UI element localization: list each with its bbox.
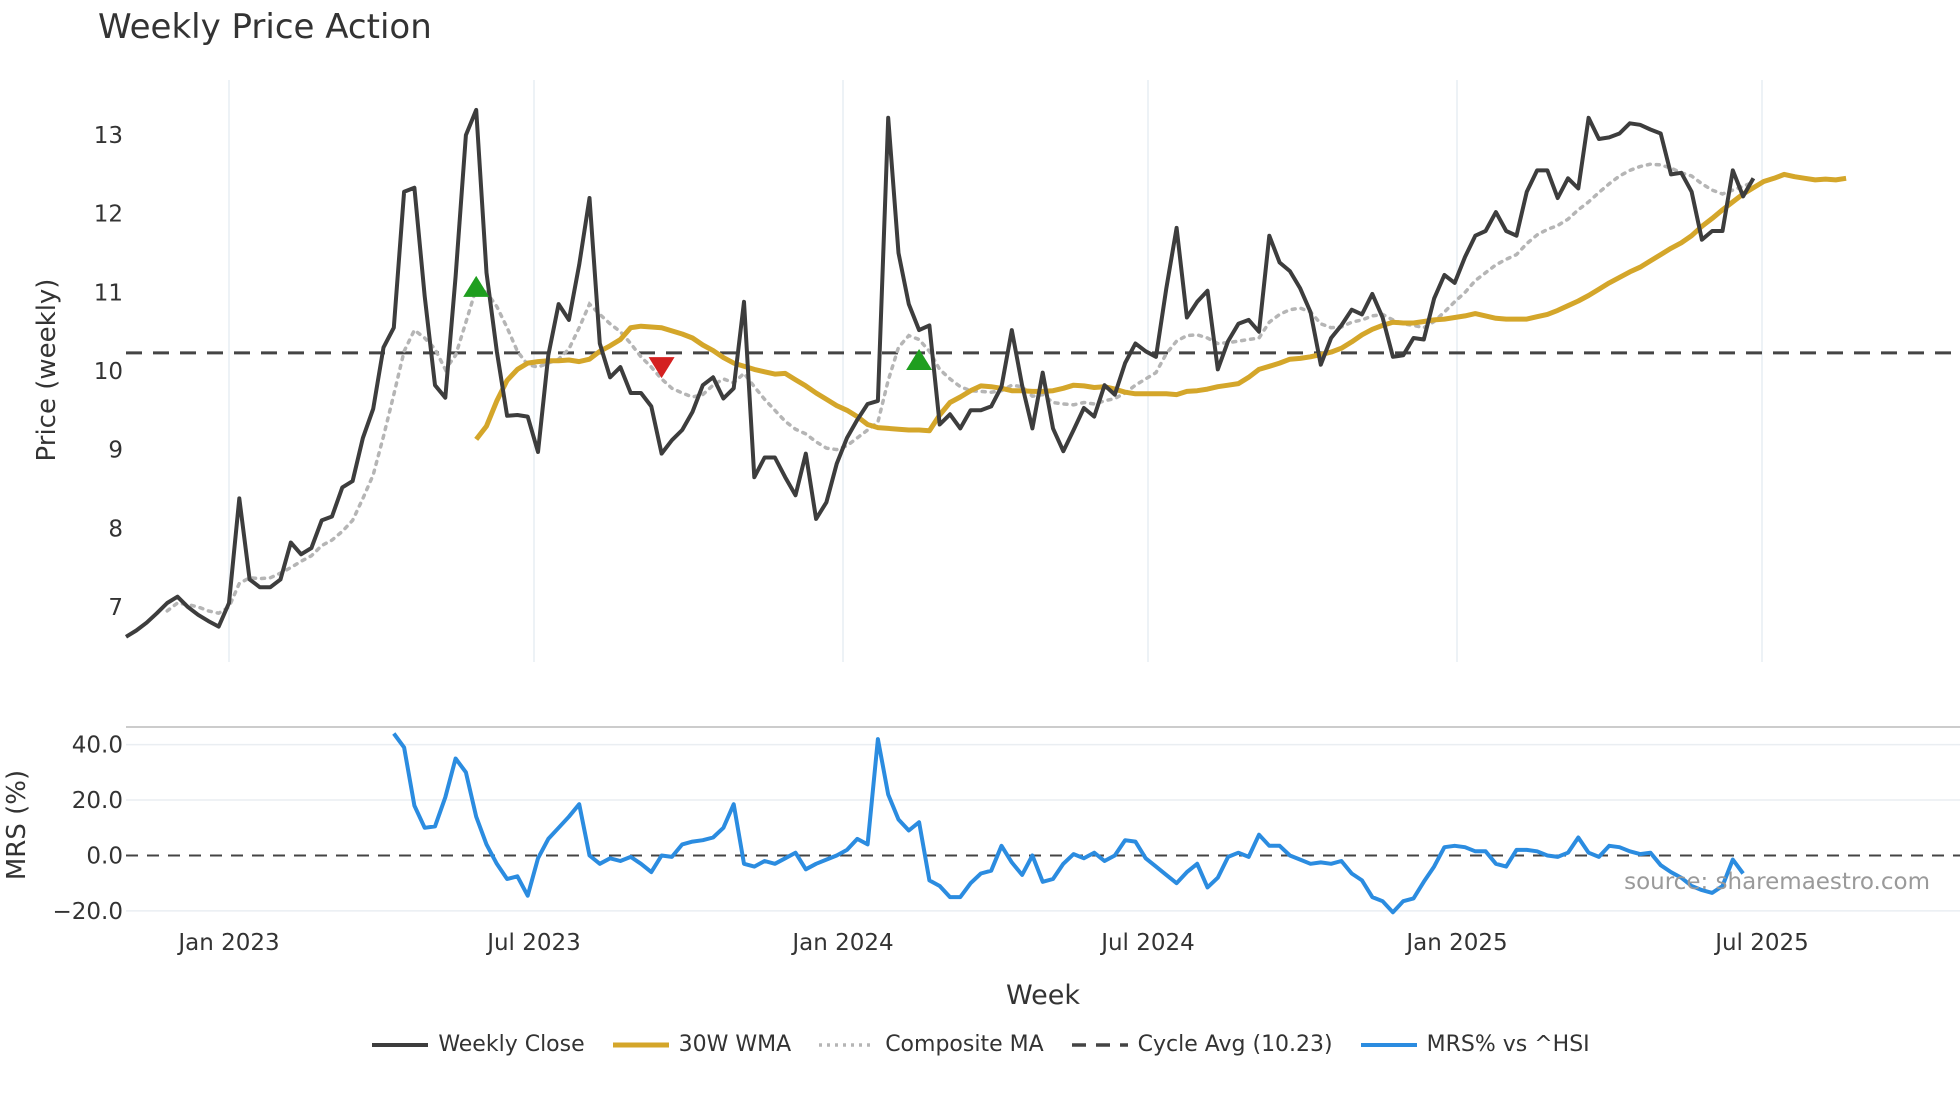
legend-item-weekly-close[interactable]: Weekly Close bbox=[370, 1032, 585, 1057]
legend-item-mrs[interactable]: MRS% vs ^HSI bbox=[1359, 1032, 1590, 1057]
price-y-tick-label: 7 bbox=[108, 595, 123, 621]
legend-label: 30W WMA bbox=[678, 1032, 792, 1057]
chart-title: Weekly Price Action bbox=[98, 7, 432, 47]
sell-signal-marker bbox=[648, 357, 675, 379]
wma-30w-line bbox=[474, 171, 1847, 441]
price-y-axis-label: Price (weekly) bbox=[32, 279, 62, 462]
x-tick-label: Jul 2023 bbox=[485, 930, 581, 956]
mrs-y-axis-label: MRS (%) bbox=[2, 770, 32, 880]
legend-swatch-mrs bbox=[1360, 1042, 1417, 1047]
legend-label: Composite MA bbox=[885, 1032, 1044, 1057]
x-axis-label: Week bbox=[1006, 980, 1080, 1011]
source-label: source: sharemaestro.com bbox=[1624, 869, 1930, 895]
legend: Weekly Close 30W WMA Composite MA Cycle … bbox=[0, 1032, 1960, 1057]
buy-signal-marker bbox=[463, 275, 490, 297]
legend-swatch-30w-wma bbox=[612, 1042, 669, 1047]
legend-item-cycle-avg[interactable]: Cycle Avg (10.23) bbox=[1070, 1032, 1333, 1057]
price-y-tick-label: 13 bbox=[94, 123, 123, 149]
legend-swatch-weekly-close bbox=[372, 1042, 429, 1047]
mrs-y-tick-label: 0.0 bbox=[86, 843, 123, 869]
weekly-close-line bbox=[124, 107, 1756, 639]
price-y-tick-label: 8 bbox=[108, 516, 123, 542]
x-tick-label: Jul 2025 bbox=[1713, 930, 1809, 956]
weekly-price-chart: Weekly Price Action Jan 2023 Jul 2023 Jan … bbox=[2, 7, 1960, 1011]
legend-label: Weekly Close bbox=[438, 1032, 585, 1057]
legend-swatch-composite-ma bbox=[819, 1042, 876, 1047]
legend-swatch-cycle-avg bbox=[1071, 1042, 1128, 1047]
x-tick-label: Jul 2024 bbox=[1099, 930, 1195, 956]
x-tick-label: Jan 2023 bbox=[176, 930, 279, 956]
legend-item-composite-ma[interactable]: Composite MA bbox=[817, 1032, 1044, 1057]
price-y-tick-label: 9 bbox=[108, 438, 123, 464]
legend-item-30w-wma[interactable]: 30W WMA bbox=[611, 1032, 792, 1057]
price-y-tick-label: 11 bbox=[94, 280, 123, 306]
x-tick-label: Jan 2024 bbox=[790, 930, 893, 956]
mrs-line bbox=[392, 732, 1745, 915]
legend-label: MRS% vs ^HSI bbox=[1426, 1032, 1590, 1057]
legend-label: Cycle Avg (10.23) bbox=[1137, 1032, 1333, 1057]
mrs-y-tick-label: −20.0 bbox=[53, 899, 123, 925]
price-y-tick-label: 12 bbox=[94, 202, 123, 228]
x-tick-label: Jan 2025 bbox=[1404, 930, 1507, 956]
mrs-y-tick-label: 20.0 bbox=[72, 788, 123, 814]
mrs-y-tick-label: 40.0 bbox=[72, 733, 123, 759]
price-y-tick-label: 10 bbox=[94, 359, 123, 385]
buy-signal-marker bbox=[906, 348, 933, 370]
